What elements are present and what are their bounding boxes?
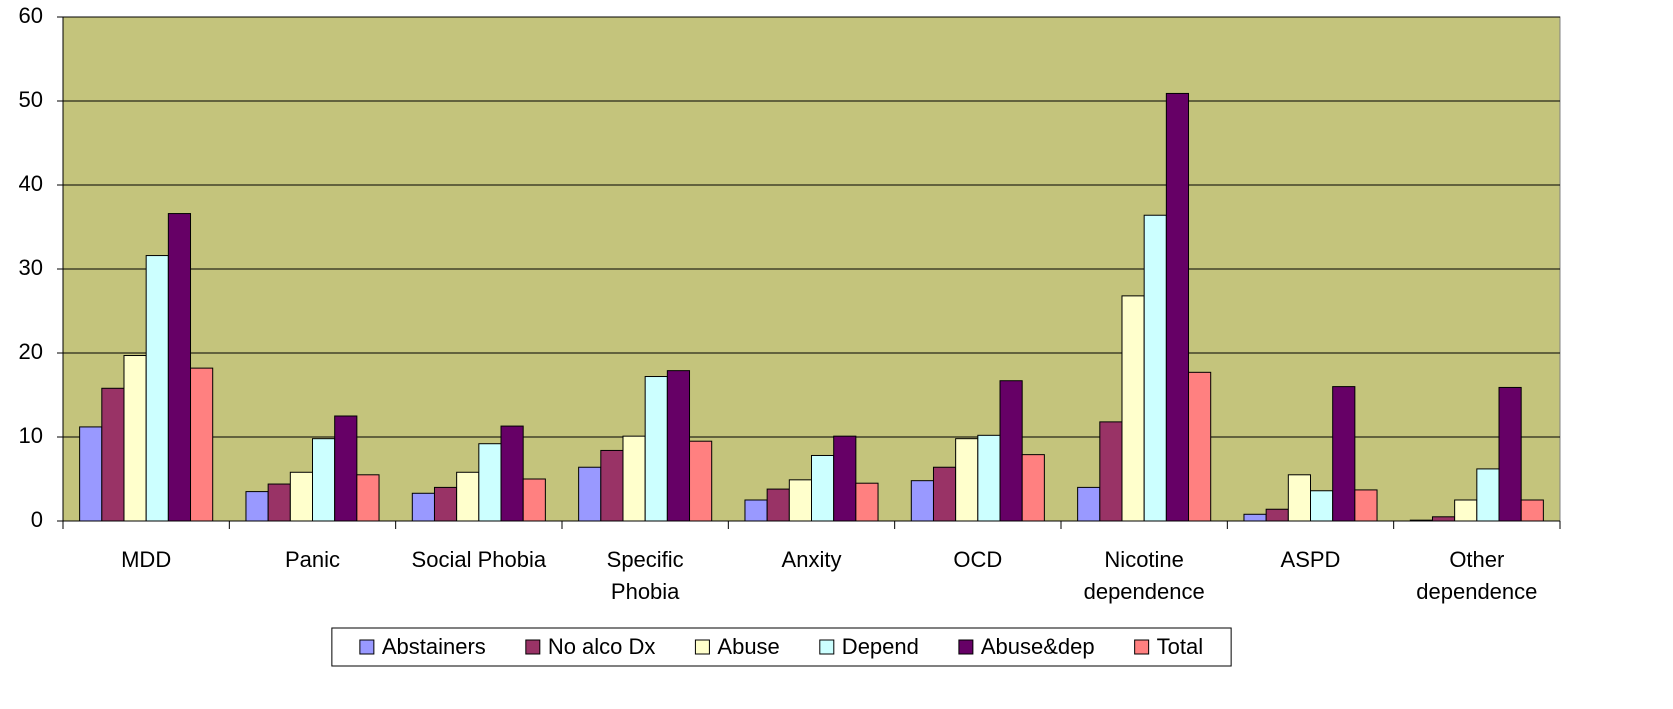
bar <box>1243 513 1267 522</box>
bar <box>622 435 646 522</box>
legend-box <box>331 627 1232 667</box>
bar <box>145 255 169 522</box>
bar <box>101 387 125 522</box>
bar <box>522 478 546 522</box>
bar <box>910 480 934 522</box>
bar <box>666 370 691 522</box>
x-tick-label: MDD <box>121 547 171 572</box>
bar <box>500 425 524 522</box>
bar <box>932 466 957 522</box>
legend-label: Abuse <box>717 634 779 659</box>
y-tick-label: 30 <box>19 255 43 280</box>
bar <box>1332 386 1356 522</box>
x-tick-label: Nicotine dependence <box>1084 547 1205 604</box>
y-tick-label: 50 <box>19 87 43 112</box>
bar <box>411 492 435 522</box>
bar <box>977 434 1001 522</box>
x-tick-label: ASPD <box>1281 547 1341 572</box>
bar <box>167 213 192 522</box>
x-tick-label: Other dependence <box>1416 547 1537 604</box>
bar <box>1498 386 1522 522</box>
legend-label: Abstainers <box>382 634 486 659</box>
bar <box>190 367 214 522</box>
bar <box>312 438 336 522</box>
bar <box>644 376 668 522</box>
bar <box>1188 371 1212 522</box>
bar <box>433 486 458 522</box>
bar <box>289 471 314 522</box>
bar <box>1520 499 1544 522</box>
bar <box>999 380 1023 522</box>
bar <box>578 466 602 522</box>
legend-swatch <box>359 639 375 655</box>
bar <box>1431 516 1456 522</box>
bar <box>833 435 857 522</box>
bar <box>1310 490 1334 522</box>
legend-label: Total <box>1157 634 1203 659</box>
x-tick-label: Specific Phobia <box>607 547 684 604</box>
bar <box>1287 474 1312 522</box>
legend-swatch <box>819 639 835 655</box>
legend-label: No alco Dx <box>548 634 656 659</box>
bar <box>1077 486 1101 522</box>
bar <box>1476 468 1500 522</box>
bar <box>478 443 502 522</box>
bar <box>855 482 879 522</box>
legend-swatch <box>1134 639 1150 655</box>
y-tick-label: 40 <box>19 171 43 196</box>
legend-swatch <box>694 639 710 655</box>
legend-label: Depend <box>842 634 919 659</box>
legend: Abstainers No alco Dx Abuse Depend Abuse&dep… <box>331 627 1232 667</box>
y-tick-label: 0 <box>31 507 43 532</box>
legend-swatch <box>958 639 974 655</box>
bar <box>1354 489 1378 522</box>
bar <box>1265 508 1289 522</box>
x-tick-label: Panic <box>285 547 340 572</box>
bar <box>267 483 291 522</box>
bar <box>788 479 812 522</box>
x-tick-label: Social Phobia <box>412 547 547 572</box>
bar <box>600 449 624 522</box>
y-tick-label: 60 <box>19 3 43 28</box>
bar <box>334 415 358 522</box>
bar <box>811 454 835 522</box>
bar <box>1021 454 1045 522</box>
bar <box>456 471 480 522</box>
bar <box>1143 214 1167 522</box>
bar <box>689 440 713 522</box>
x-tick-label: Anxity <box>782 547 842 572</box>
bar <box>955 438 979 522</box>
bar <box>123 355 147 522</box>
bar <box>79 426 103 522</box>
bar <box>1121 295 1145 522</box>
bar <box>1165 92 1190 522</box>
bar <box>766 488 790 522</box>
y-tick-label: 20 <box>19 339 43 364</box>
y-tick-label: 10 <box>19 423 43 448</box>
bar <box>744 499 768 522</box>
legend-label: Abuse&dep <box>981 634 1095 659</box>
bar <box>356 474 380 522</box>
x-tick-label: OCD <box>953 547 1002 572</box>
legend-swatch <box>525 639 541 655</box>
bar <box>1099 421 1123 522</box>
bar <box>1409 519 1433 522</box>
bar <box>1454 499 1478 522</box>
bar <box>245 491 269 522</box>
